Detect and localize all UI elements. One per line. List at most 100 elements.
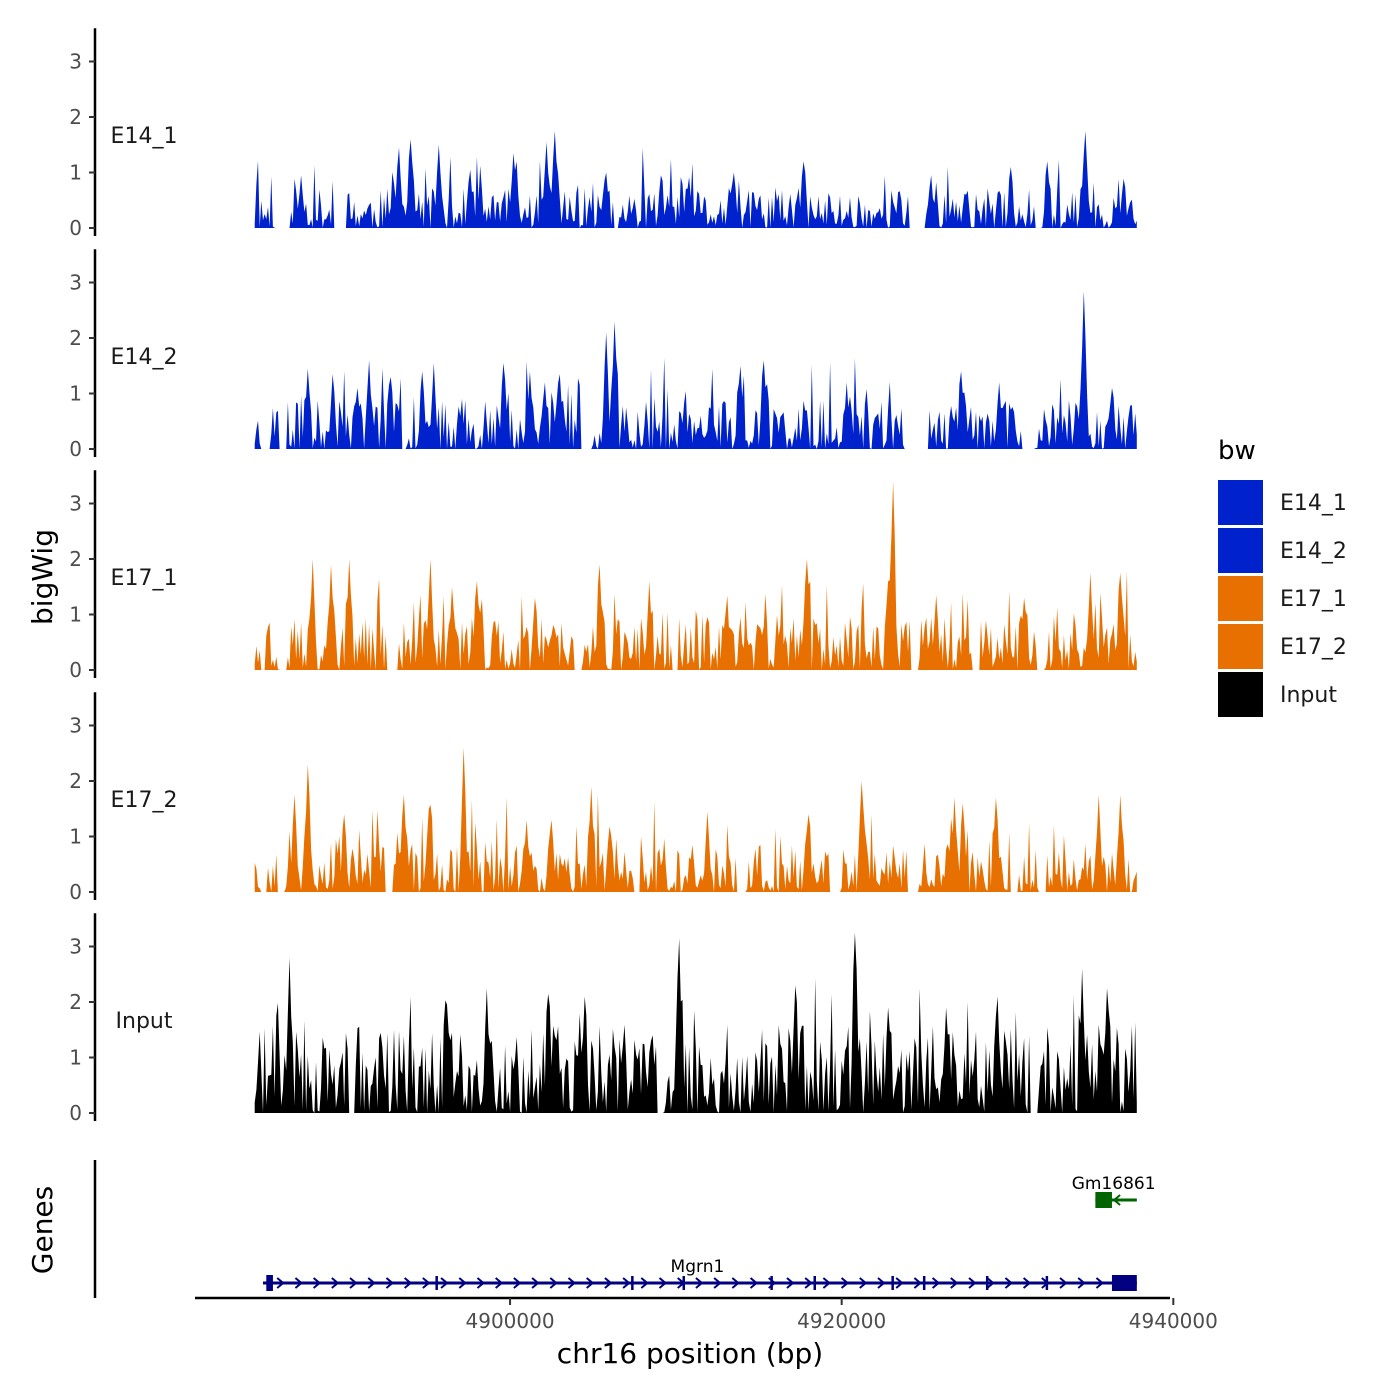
strand-arrow [1022,1277,1032,1289]
track-label: E14_1 [111,124,178,149]
strand-arrow [931,1277,941,1289]
signal-area-e14-1 [254,130,1137,228]
strand-arrow [312,1277,322,1289]
strand-arrow [658,1277,668,1289]
strand-arrow [495,1277,504,1289]
y-tick-label: 1 [69,603,82,627]
strand-arrow [713,1277,722,1289]
strand-arrow [367,1277,376,1289]
strand-arrow [622,1277,631,1289]
gene-track: Mgrn1 Gm16861 [93,1160,1156,1298]
strand-arrow [895,1277,904,1289]
strand-arrow [403,1277,413,1289]
exon [631,1276,634,1290]
track-label: Input [116,1009,173,1034]
track-e14-1: 0 1 2 3 E14_1 [69,28,1137,240]
x-tick-label: 4900000 [466,1309,555,1333]
strand-arrow [950,1277,959,1289]
strand-arrow [294,1277,303,1289]
legend-label: E14_2 [1280,539,1347,564]
x-tick-label: 4940000 [1129,1309,1218,1333]
legend-item-e14-2: E14_2 [1218,528,1347,573]
signal-tracks: 0 1 2 3 E14_1 0 1 2 3 E14_2 0 1 2 3 E17_1 0 1 2 3 E17_2 0 1 2 3… [69,28,1137,1125]
legend-item-e17-1: E17_1 [1218,576,1347,621]
track-label: E17_2 [111,788,178,813]
track-e17-2: 0 1 2 3 E17_2 [69,692,1137,904]
exon [1095,1192,1112,1208]
strand-arrow [1059,1277,1068,1289]
y-tick-label: 0 [69,658,82,682]
track-e14-2: 0 1 2 3 E14_2 [69,249,1137,461]
strand-arrow [1095,1277,1104,1289]
strand-arrow [385,1277,394,1289]
strand-arrow [531,1277,540,1289]
legend-swatch [1218,480,1263,525]
y-tick-label: 1 [69,161,82,185]
track-input: 0 1 2 3 Input [69,913,1137,1125]
legend: bw E14_1 E14_2 E17_1 E17_2 Input [1218,436,1347,717]
x-tick-label: 4920000 [797,1309,886,1333]
exon [922,1276,926,1290]
exon [985,1276,989,1290]
track-label: E17_1 [111,566,178,591]
exon [770,1276,773,1290]
y-tick-label: 3 [69,935,82,959]
signal-area-e14-2 [254,290,1137,449]
y-tick-label: 0 [69,216,82,240]
exon [813,1276,816,1290]
x-axis-title: chr16 position (bp) [557,1337,823,1370]
strand-arrow [749,1277,759,1289]
exon [1111,1275,1137,1291]
strand-arrow [913,1277,922,1289]
legend-swatch [1218,528,1263,573]
legend-label: E14_1 [1280,491,1347,516]
y-tick-label: 3 [69,492,82,516]
exon [1045,1276,1049,1290]
gene-mgrn1: Mgrn1 [262,1257,1137,1291]
strand-arrow [804,1277,813,1289]
gene-gm16861: Gm16861 [1072,1174,1156,1208]
legend-item-e14-1: E14_1 [1218,480,1347,525]
track-e17-1: 0 1 2 3 E17_1 [69,470,1137,682]
legend-item-e17-2: E17_2 [1218,624,1347,669]
strand-arrow [986,1277,995,1289]
strand-arrow [458,1277,467,1289]
y-tick-label: 1 [69,1046,82,1070]
y-axis-title-genes: Genes [26,1186,59,1274]
y-tick-label: 1 [69,382,82,406]
signal-area-e17-1 [254,481,1137,670]
exon [682,1276,685,1290]
exon [891,1276,894,1290]
strand-arrow [604,1277,613,1289]
strand-arrow [1077,1277,1086,1289]
strand-arrow [877,1277,886,1289]
legend-swatch [1218,672,1263,717]
strand-arrow [731,1277,740,1289]
legend-item-input: Input [1218,672,1337,717]
y-tick-label: 2 [69,105,82,129]
strand-arrow [968,1277,977,1289]
strand-arrow [276,1277,285,1289]
strand-arrow [1004,1277,1013,1289]
strand-arrow [586,1277,595,1289]
strand-arrow [422,1277,431,1289]
signal-area-e17-2 [254,747,1137,892]
strand-arrow [822,1277,831,1289]
legend-title: bw [1218,436,1256,466]
strand-arrow [695,1277,704,1289]
y-tick-label: 0 [69,1101,82,1125]
strand-arrow [440,1277,449,1289]
y-tick-label: 2 [69,990,82,1014]
strand-arrow [567,1277,577,1289]
y-tick-label: 1 [69,825,82,849]
y-tick-label: 3 [69,50,82,74]
strand-arrow [349,1277,358,1289]
strand-arrow [476,1277,486,1289]
strand-arrow [640,1277,649,1289]
strand-arrow [786,1277,795,1289]
strand-arrow [840,1277,850,1289]
legend-label: E17_1 [1280,587,1347,612]
strand-arrow [513,1277,522,1289]
gene-label: Mgrn1 [671,1257,725,1277]
strand-arrow [1112,1194,1121,1206]
